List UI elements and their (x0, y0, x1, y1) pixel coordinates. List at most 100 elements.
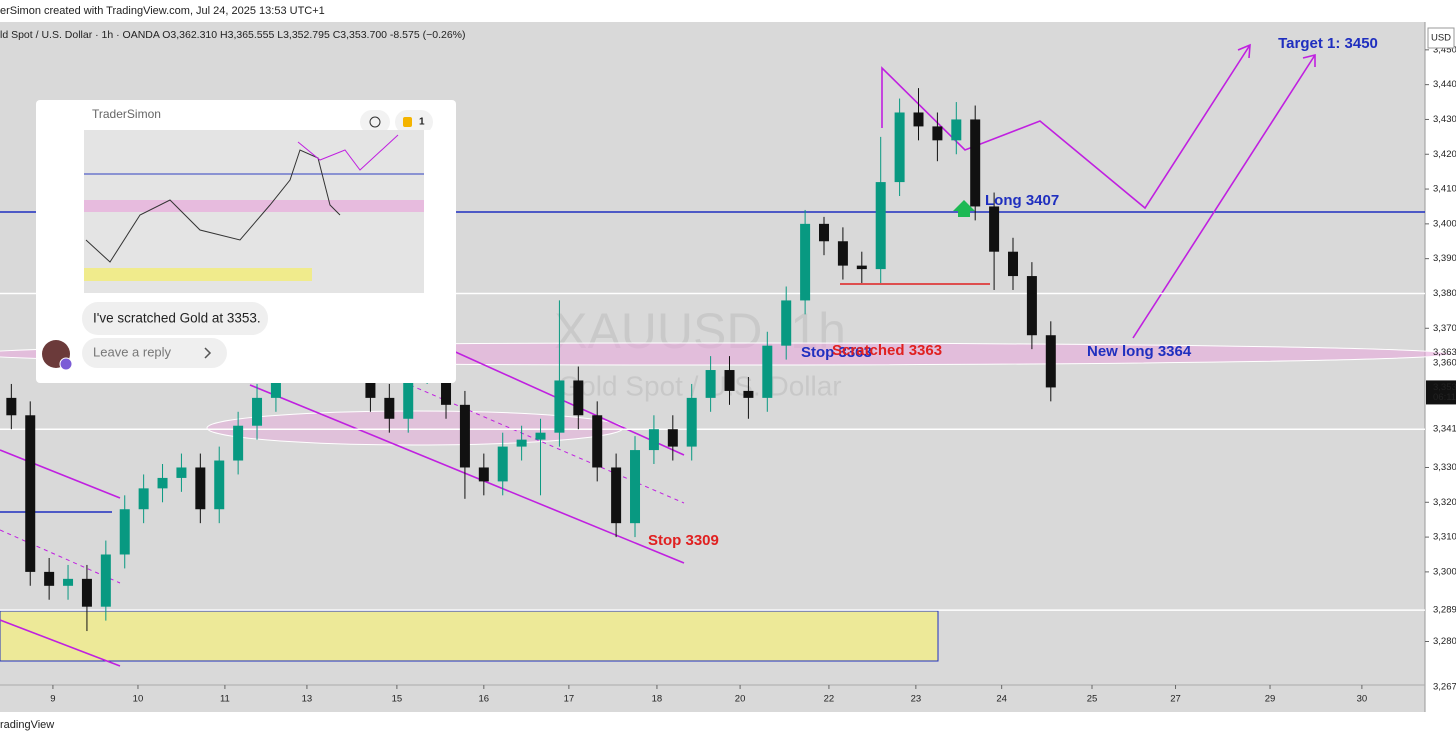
candle-body (252, 397, 263, 426)
thumbnail-band (84, 200, 424, 212)
candle-body (630, 450, 641, 524)
reply-placeholder: Leave a reply (93, 344, 172, 359)
x-tick-label: 25 (1087, 694, 1098, 705)
candle-body (837, 241, 848, 266)
y-tick-label: 3,410 (1433, 184, 1456, 195)
y-tick-label: 3,310 (1433, 532, 1456, 543)
y-tick-label: 3,320 (1433, 497, 1456, 508)
annotation: Stop 3363 (801, 344, 872, 361)
annotation: Target 1: 3450 (1278, 35, 1378, 52)
x-tick-label: 15 (392, 694, 403, 705)
level-label: 3,341 (1433, 424, 1456, 435)
candle-body (497, 446, 508, 482)
price-tag-label: 3,353 (1433, 382, 1456, 393)
candle-body (516, 439, 527, 447)
y-tick-label: 3,330 (1433, 462, 1456, 473)
candle-body (1007, 251, 1018, 277)
x-tick-label: 20 (735, 694, 746, 705)
candle-body (1026, 276, 1037, 336)
like-button[interactable] (395, 110, 433, 134)
candle-body (648, 429, 659, 451)
candle-body (781, 300, 792, 346)
candle-body (195, 467, 206, 510)
x-tick-label: 13 (302, 694, 313, 705)
thumbnail-axis (424, 130, 440, 293)
candle-body (6, 397, 17, 416)
candle-body (403, 370, 414, 419)
x-tick-label: 18 (652, 694, 663, 705)
candle-body (25, 415, 36, 572)
x-tick-label: 9 (50, 694, 55, 705)
y-tick-label: 3,420 (1433, 149, 1456, 160)
annotation: Scratched 3363 (832, 342, 942, 359)
like-count: 1 (419, 117, 425, 128)
candle-body (44, 571, 55, 586)
candle-body (554, 380, 565, 433)
currency-box (1427, 27, 1455, 49)
candle-body (856, 265, 867, 270)
candle-body (441, 363, 452, 405)
x-tick-label: 27 (1170, 694, 1181, 705)
candle-body (63, 578, 74, 586)
candle-body (951, 119, 962, 141)
candle-body (875, 182, 886, 270)
candle-body (894, 112, 905, 183)
axes: 3,280 3,300 3,310 3,320 3,330 3,370 3,390 3,400… (50, 44, 1456, 705)
thumbnail-price (85, 149, 341, 263)
emoji-button[interactable] (360, 110, 390, 134)
x-tick-label: 23 (911, 694, 922, 705)
reply-chevron (204, 347, 212, 359)
x-tick-label: 30 (1357, 694, 1368, 705)
demand-zone (0, 610, 939, 662)
candle-body (667, 429, 678, 447)
candle-body (800, 223, 811, 301)
candle-body (686, 397, 697, 447)
candle-body (157, 477, 168, 489)
thumbnail-drawing (297, 134, 399, 171)
level-label: 3,360 (1433, 358, 1456, 369)
annotation: New long 3364 (1087, 343, 1192, 360)
y-tick-label: 3,390 (1433, 253, 1456, 264)
x-tick-label: 11 (220, 694, 230, 705)
legend: ld Spot / U.S. Dollar · 1h · OANDA O3,36… (0, 29, 466, 41)
candle-body (1045, 335, 1056, 388)
candle-body (762, 345, 773, 398)
candles (6, 88, 1056, 632)
long-arrow (953, 200, 975, 217)
x-tick-label: 24 (996, 694, 1007, 705)
price-tag (1426, 380, 1456, 405)
candle-body (743, 390, 754, 398)
candle-body (932, 126, 943, 141)
candle-body (819, 223, 830, 242)
candle-body (592, 415, 603, 468)
candle-body (573, 380, 584, 416)
reply-box[interactable] (82, 338, 227, 368)
currency: USD (1431, 33, 1451, 44)
candle-body (478, 467, 489, 482)
candle-body (233, 425, 244, 461)
candle-body (611, 467, 622, 524)
time-scale-bg (0, 685, 1425, 712)
candle-body (535, 432, 546, 440)
header: erSimon created with TradingView.com, Ju… (0, 5, 325, 17)
candle-body (970, 119, 981, 207)
annotation: Long 3407 (985, 192, 1059, 209)
candle-body (459, 404, 470, 468)
avatar-badge (59, 357, 73, 371)
candle-body (138, 488, 149, 510)
countdown: 06:11 (1433, 392, 1456, 403)
y-tick-label: 3,430 (1433, 114, 1456, 125)
candle-body (119, 509, 130, 555)
candle-body (705, 370, 716, 398)
level-label: 3,289 (1433, 605, 1456, 616)
candle-body (989, 206, 1000, 252)
message-bubble (82, 302, 268, 335)
footer: radingView (0, 719, 54, 731)
x-tick-label: 22 (824, 694, 835, 705)
y-tick-label: 3,400 (1433, 218, 1456, 229)
thumbnail-zone (84, 268, 312, 281)
x-tick-label: 17 (564, 694, 575, 705)
level-label: 3,267 (1433, 681, 1456, 692)
candle-body (100, 554, 111, 607)
